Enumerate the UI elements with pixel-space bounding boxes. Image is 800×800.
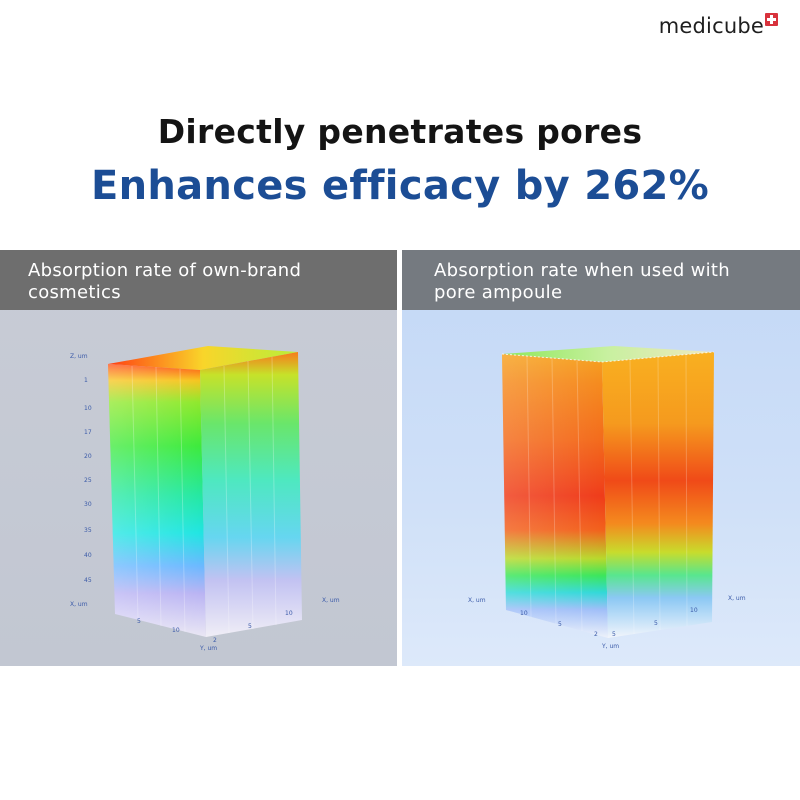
brand-logo: medicube: [658, 13, 778, 38]
absorption-heatmap-left: Z, um 1 10 17 20 25 30 35 40 45 X, um 5 …: [70, 346, 340, 652]
x-tick: 10: [690, 607, 698, 614]
x-axis-label: X, um: [468, 597, 486, 604]
y-tick: 5: [612, 631, 616, 638]
brand-name: medicube: [658, 14, 764, 38]
z-tick: 20: [84, 453, 92, 460]
panel-header-right: Absorption rate when used with pore ampo…: [402, 250, 800, 310]
comparison-panel-left: Absorption rate of own-brand cosmetics: [0, 250, 397, 666]
y-tick: 5: [558, 621, 562, 628]
y-axis-label: Y, um: [199, 645, 217, 652]
z-tick: 30: [84, 501, 92, 508]
cube-top-face: [108, 346, 298, 370]
cube-side-face: [200, 352, 302, 637]
comparison-panel-right: Absorption rate when used with pore ampo…: [402, 250, 800, 666]
panel-header-left: Absorption rate of own-brand cosmetics: [0, 250, 397, 310]
y-tick: 2: [213, 637, 217, 644]
z-tick: 40: [84, 552, 92, 559]
x-tick: 5: [248, 623, 252, 630]
x-axis-label: X, um: [70, 601, 88, 608]
z-axis-label: Z, um: [70, 353, 88, 360]
x-axis-label-right: X, um: [322, 597, 340, 604]
z-tick: 1: [84, 377, 88, 384]
z-tick: 17: [84, 429, 92, 436]
red-cross-icon: [765, 13, 778, 26]
x-axis-label-right: X, um: [728, 595, 746, 602]
y-axis-label: Y, um: [601, 643, 619, 650]
x-tick: 10: [285, 610, 293, 617]
z-tick: 45: [84, 577, 92, 584]
y-tick: 5: [137, 618, 141, 625]
left-axis-ticks: Z, um 1 10 17 20 25 30 35 40 45 X, um 5 …: [70, 353, 340, 652]
absorption-heatmap-right: X, um 10 5 2 5 Y, um 5 10 X, um: [468, 346, 746, 650]
z-tick: 10: [84, 405, 92, 412]
y-tick: 10: [520, 610, 528, 617]
z-tick: 35: [84, 527, 92, 534]
y-tick: 2: [594, 631, 598, 638]
y-tick: 10: [172, 627, 180, 634]
x-tick: 5: [654, 620, 658, 627]
panel-divider: [397, 250, 402, 666]
z-tick: 25: [84, 477, 92, 484]
cube-side-face: [602, 352, 714, 638]
headline-primary: Directly penetrates pores: [157, 112, 643, 151]
right-axis-ticks: X, um 10 5 2 5 Y, um 5 10 X, um: [468, 595, 746, 650]
headline-secondary: Enhances efficacy by 262%: [90, 163, 710, 209]
